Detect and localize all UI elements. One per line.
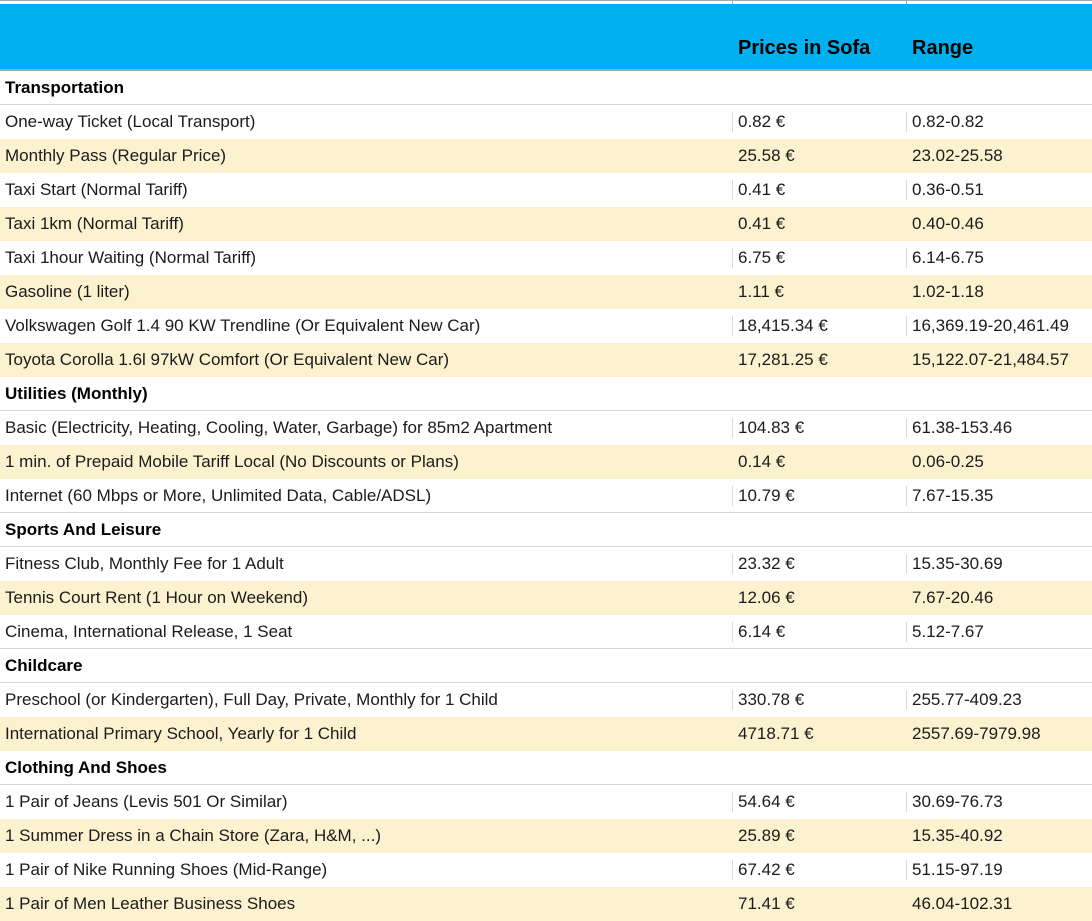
range-cell[interactable]: 15.35-30.69: [906, 554, 1092, 574]
range-cell[interactable]: 0.82-0.82: [906, 112, 1092, 132]
table-row: Taxi 1hour Waiting (Normal Tariff) 6.75 …: [0, 241, 1092, 275]
item-cell[interactable]: Transportation: [5, 77, 125, 97]
price-cell[interactable]: 0.41 €: [738, 214, 786, 233]
price-cell[interactable]: 330.78 €: [732, 690, 906, 710]
table-body: Transportation One-way Ticket (Local Tra…: [0, 71, 1092, 921]
range-cell[interactable]: 0.40-0.46: [912, 214, 984, 233]
price-cell[interactable]: 4718.71 €: [738, 724, 814, 743]
item-cell[interactable]: Volkswagen Golf 1.4 90 KW Trendline (Or …: [5, 316, 481, 335]
item-cell[interactable]: Cinema, International Release, 1 Seat: [5, 621, 293, 641]
range-cell[interactable]: 61.38-153.46: [906, 418, 1092, 438]
price-cell[interactable]: 0.14 €: [738, 452, 786, 471]
price-cell[interactable]: 0.82 €: [732, 112, 906, 132]
range-cell[interactable]: 255.77-409.23: [906, 690, 1092, 710]
item-cell[interactable]: Internet (60 Mbps or More, Unlimited Dat…: [5, 485, 432, 505]
section-row: Childcare: [0, 649, 1092, 683]
item-cell[interactable]: Taxi 1km (Normal Tariff): [5, 214, 184, 233]
gridline-vertical: [732, 1, 733, 4]
table-row: One-way Ticket (Local Transport) 0.82 € …: [0, 105, 1092, 139]
range-cell[interactable]: 1.02-1.18: [912, 282, 984, 301]
item-cell[interactable]: Clothing And Shoes: [5, 757, 167, 777]
table-row: Gasoline (1 liter) 1.11 € 1.02-1.18: [0, 275, 1092, 309]
item-cell[interactable]: Gasoline (1 liter): [5, 282, 130, 301]
range-cell[interactable]: 15.35-40.92: [912, 826, 1003, 845]
item-cell[interactable]: 1 Pair of Nike Running Shoes (Mid-Range): [5, 860, 328, 879]
table-row: 1 Pair of Jeans (Levis 501 Or Similar) 5…: [0, 785, 1092, 819]
range-cell[interactable]: 7.67-15.35: [906, 486, 1092, 506]
price-cell[interactable]: 18,415.34 €: [732, 316, 906, 336]
table-row: Volkswagen Golf 1.4 90 KW Trendline (Or …: [0, 309, 1092, 343]
table-row: 1 Summer Dress in a Chain Store (Zara, H…: [0, 819, 1092, 853]
table-row: Preschool (or Kindergarten), Full Day, P…: [0, 683, 1092, 717]
range-cell[interactable]: 6.14-6.75: [906, 248, 1092, 268]
item-cell[interactable]: 1 Pair of Men Leather Business Shoes: [5, 894, 296, 913]
table-row: Cinema, International Release, 1 Seat 6.…: [0, 615, 1092, 649]
range-cell[interactable]: 2557.69-7979.98: [912, 724, 1041, 743]
item-cell[interactable]: Toyota Corolla 1.6l 97kW Comfort (Or Equ…: [5, 350, 450, 369]
section-row: Transportation: [0, 71, 1092, 105]
item-cell[interactable]: 1 min. of Prepaid Mobile Tariff Local (N…: [5, 452, 459, 471]
price-cell[interactable]: 10.79 €: [732, 486, 906, 506]
item-cell[interactable]: Monthly Pass (Regular Price): [5, 146, 227, 165]
item-cell[interactable]: 1 Summer Dress in a Chain Store (Zara, H…: [5, 826, 381, 845]
price-cell[interactable]: 6.75 €: [732, 248, 906, 268]
range-cell[interactable]: 0.36-0.51: [906, 180, 1092, 200]
table-row: Tennis Court Rent (1 Hour on Weekend) 12…: [0, 581, 1092, 615]
column-header-range[interactable]: Range: [912, 37, 974, 59]
item-cell[interactable]: Childcare: [5, 655, 83, 675]
table-row: Monthly Pass (Regular Price) 25.58 € 23.…: [0, 139, 1092, 173]
price-cell[interactable]: 25.89 €: [738, 826, 795, 845]
item-cell[interactable]: Sports And Leisure: [5, 519, 162, 539]
price-cell[interactable]: 23.32 €: [732, 554, 906, 574]
range-cell[interactable]: 16,369.19-20,461.49: [906, 316, 1092, 336]
price-cell[interactable]: 25.58 €: [738, 146, 795, 165]
item-cell[interactable]: International Primary School, Yearly for…: [5, 724, 357, 743]
price-cell[interactable]: 17,281.25 €: [738, 350, 828, 369]
range-cell[interactable]: 0.06-0.25: [912, 452, 984, 471]
range-cell[interactable]: 5.12-7.67: [906, 622, 1092, 642]
range-cell[interactable]: 30.69-76.73: [906, 792, 1092, 812]
price-cell[interactable]: 12.06 €: [738, 588, 795, 607]
table-row: Toyota Corolla 1.6l 97kW Comfort (Or Equ…: [0, 343, 1092, 377]
price-cell[interactable]: 67.42 €: [732, 860, 906, 880]
table-row: Internet (60 Mbps or More, Unlimited Dat…: [0, 479, 1092, 513]
section-row: Utilities (Monthly): [0, 377, 1092, 411]
table-row: Basic (Electricity, Heating, Cooling, Wa…: [0, 411, 1092, 445]
item-cell[interactable]: 1 Pair of Jeans (Levis 501 Or Similar): [5, 792, 288, 811]
price-cell[interactable]: 6.14 €: [732, 622, 906, 642]
range-cell[interactable]: 7.67-20.46: [912, 588, 994, 607]
section-row: Clothing And Shoes: [0, 751, 1092, 785]
table-row: Fitness Club, Monthly Fee for 1 Adult 23…: [0, 547, 1092, 581]
item-cell[interactable]: One-way Ticket (Local Transport): [5, 112, 256, 131]
price-cell[interactable]: 54.64 €: [732, 792, 906, 812]
table-row: 1 Pair of Men Leather Business Shoes 71.…: [0, 887, 1092, 921]
range-cell[interactable]: 23.02-25.58: [912, 146, 1003, 165]
item-cell[interactable]: Tennis Court Rent (1 Hour on Weekend): [5, 588, 309, 607]
table-row: 1 Pair of Nike Running Shoes (Mid-Range)…: [0, 853, 1092, 887]
item-cell[interactable]: Fitness Club, Monthly Fee for 1 Adult: [5, 554, 284, 573]
table-row: International Primary School, Yearly for…: [0, 717, 1092, 751]
item-cell[interactable]: Utilities (Monthly): [5, 383, 148, 403]
gridline-vertical: [906, 1, 907, 4]
price-cell[interactable]: 0.41 €: [732, 180, 906, 200]
table-row: 1 min. of Prepaid Mobile Tariff Local (N…: [0, 445, 1092, 479]
item-cell[interactable]: Taxi Start (Normal Tariff): [5, 180, 188, 199]
range-cell[interactable]: 15,122.07-21,484.57: [912, 350, 1069, 369]
item-cell[interactable]: Preschool (or Kindergarten), Full Day, P…: [5, 690, 498, 709]
table-row: Taxi 1km (Normal Tariff) 0.41 € 0.40-0.4…: [0, 207, 1092, 241]
column-header-prices[interactable]: Prices in Sofa: [738, 37, 871, 59]
price-cell[interactable]: 71.41 €: [738, 894, 795, 913]
table-header-row: Prices in Sofa Range: [0, 4, 1092, 71]
section-row: Sports And Leisure: [0, 513, 1092, 547]
range-cell[interactable]: 46.04-102.31: [912, 894, 1013, 913]
range-cell[interactable]: 51.15-97.19: [906, 860, 1092, 880]
item-cell[interactable]: Basic (Electricity, Heating, Cooling, Wa…: [5, 418, 553, 437]
price-cell[interactable]: 104.83 €: [732, 418, 906, 438]
price-cell[interactable]: 1.11 €: [738, 282, 785, 301]
item-cell[interactable]: Taxi 1hour Waiting (Normal Tariff): [5, 248, 256, 267]
table-row: Taxi Start (Normal Tariff) 0.41 € 0.36-0…: [0, 173, 1092, 207]
grid-top-strip: [0, 0, 1092, 4]
